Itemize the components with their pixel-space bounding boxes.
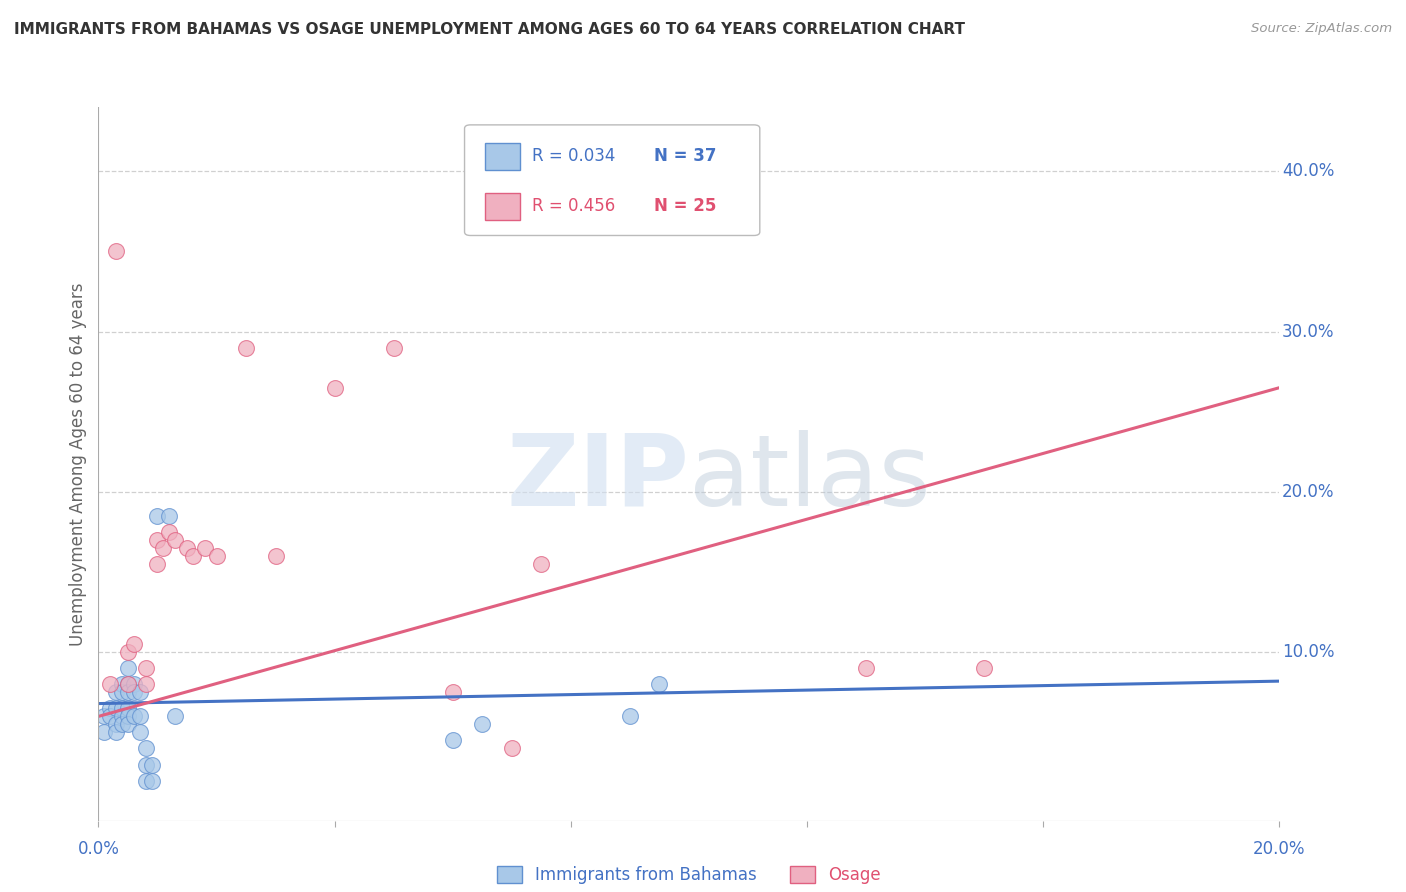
Point <box>117 677 139 691</box>
Point <box>141 757 163 772</box>
Text: Source: ZipAtlas.com: Source: ZipAtlas.com <box>1251 22 1392 36</box>
Text: 30.0%: 30.0% <box>1282 323 1334 341</box>
Text: N = 25: N = 25 <box>654 197 716 215</box>
Point <box>471 717 494 731</box>
Point <box>146 533 169 547</box>
Text: R = 0.456: R = 0.456 <box>531 197 614 215</box>
Point <box>117 717 139 731</box>
Text: 40.0%: 40.0% <box>1282 162 1334 180</box>
Bar <box>485 193 520 219</box>
Point <box>146 557 169 571</box>
Point <box>181 549 204 563</box>
Point <box>98 701 121 715</box>
Text: 10.0%: 10.0% <box>1282 643 1334 661</box>
Point <box>441 733 464 747</box>
Point <box>105 717 128 731</box>
Text: R = 0.034: R = 0.034 <box>531 147 616 165</box>
Point <box>93 709 115 723</box>
Text: 20.0%: 20.0% <box>1282 483 1334 501</box>
Point <box>152 541 174 555</box>
Point <box>157 508 180 523</box>
Point <box>117 677 139 691</box>
Point <box>105 685 128 699</box>
Point <box>135 741 157 756</box>
Bar <box>485 143 520 169</box>
Point <box>111 701 134 715</box>
Point <box>128 725 150 739</box>
Text: N = 37: N = 37 <box>654 147 716 165</box>
Point <box>105 701 128 715</box>
Point <box>135 677 157 691</box>
Text: ZIP: ZIP <box>506 430 689 526</box>
Point <box>141 773 163 788</box>
Point <box>122 685 145 699</box>
Point <box>973 661 995 675</box>
FancyBboxPatch shape <box>464 125 759 235</box>
Point <box>176 541 198 555</box>
Point <box>157 524 180 539</box>
Point <box>98 709 121 723</box>
Point <box>530 557 553 571</box>
Y-axis label: Unemployment Among Ages 60 to 64 years: Unemployment Among Ages 60 to 64 years <box>69 282 87 646</box>
Point <box>93 725 115 739</box>
Point <box>117 661 139 675</box>
Point <box>117 701 139 715</box>
Point <box>122 637 145 651</box>
Point <box>441 685 464 699</box>
Point <box>122 709 145 723</box>
Point <box>98 677 121 691</box>
Point <box>117 645 139 659</box>
Point <box>323 381 346 395</box>
Point <box>122 677 145 691</box>
Text: 20.0%: 20.0% <box>1253 840 1306 858</box>
Point <box>165 709 187 723</box>
Point <box>111 709 134 723</box>
Point <box>501 741 523 756</box>
Legend: Immigrants from Bahamas, Osage: Immigrants from Bahamas, Osage <box>496 865 882 884</box>
Point <box>128 685 150 699</box>
Point <box>111 685 134 699</box>
Point <box>117 685 139 699</box>
Point <box>135 773 157 788</box>
Text: 0.0%: 0.0% <box>77 840 120 858</box>
Point <box>648 677 671 691</box>
Point <box>205 549 228 563</box>
Point <box>382 341 405 355</box>
Point <box>111 717 134 731</box>
Text: atlas: atlas <box>689 430 931 526</box>
Point <box>619 709 641 723</box>
Point <box>135 661 157 675</box>
Point <box>111 677 134 691</box>
Point <box>855 661 877 675</box>
Text: IMMIGRANTS FROM BAHAMAS VS OSAGE UNEMPLOYMENT AMONG AGES 60 TO 64 YEARS CORRELAT: IMMIGRANTS FROM BAHAMAS VS OSAGE UNEMPLO… <box>14 22 965 37</box>
Point <box>165 533 187 547</box>
Point <box>135 757 157 772</box>
Point <box>264 549 287 563</box>
Point <box>146 508 169 523</box>
Point <box>105 725 128 739</box>
Point <box>117 709 139 723</box>
Point <box>105 244 128 259</box>
Point <box>194 541 217 555</box>
Point <box>128 709 150 723</box>
Point <box>235 341 257 355</box>
